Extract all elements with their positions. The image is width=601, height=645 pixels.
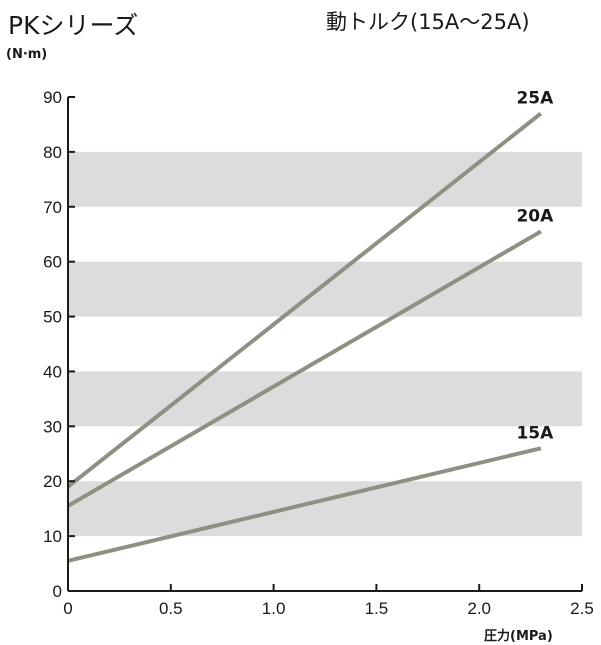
x-tick-label: 0.5 (159, 599, 183, 618)
y-tick-label: 60 (43, 253, 62, 272)
y-tick-label: 20 (43, 472, 62, 491)
x-tick-label: 2.0 (467, 599, 491, 618)
x-tick-label: 2.5 (570, 599, 594, 618)
x-tick-label: 1.0 (262, 599, 286, 618)
series-line-25A (66, 111, 543, 489)
series-lines (66, 111, 543, 563)
grid-band (68, 481, 582, 537)
grid-band (68, 151, 582, 207)
series-line-20A (66, 229, 542, 508)
series-label-15A: 15A (516, 423, 554, 443)
grid-band (68, 371, 582, 427)
axes (67, 97, 582, 592)
y-axis-unit-label: (N·m) (6, 47, 48, 62)
y-tick-label: 10 (43, 527, 62, 546)
y-tick-label: 0 (53, 582, 62, 601)
y-tick-label: 50 (43, 308, 62, 327)
series-labels: 25A 20A 15A (516, 88, 554, 443)
chart-title: 動トルク(15A〜25A) (326, 10, 530, 34)
series-title: PKシリーズ (8, 11, 139, 40)
x-tick-label: 0 (63, 599, 72, 618)
y-tick-label: 70 (43, 198, 62, 217)
series-label-25A: 25A (516, 88, 554, 108)
x-ticks: 0 0.5 1.0 1.5 2.0 2.5 (63, 584, 594, 618)
y-tick-label: 30 (43, 417, 62, 436)
y-tick-label: 90 (43, 88, 62, 107)
grid-band (68, 261, 582, 317)
y-ticks: 0 10 20 30 40 50 60 70 80 90 (43, 88, 75, 601)
x-axis-label: 圧力(MPa) (484, 629, 553, 644)
series-line-15A (67, 446, 542, 563)
x-tick-label: 1.5 (365, 599, 389, 618)
y-tick-label: 80 (43, 143, 62, 162)
series-label-20A: 20A (516, 206, 554, 226)
y-tick-label: 40 (43, 362, 62, 381)
grid-bands (68, 151, 582, 537)
